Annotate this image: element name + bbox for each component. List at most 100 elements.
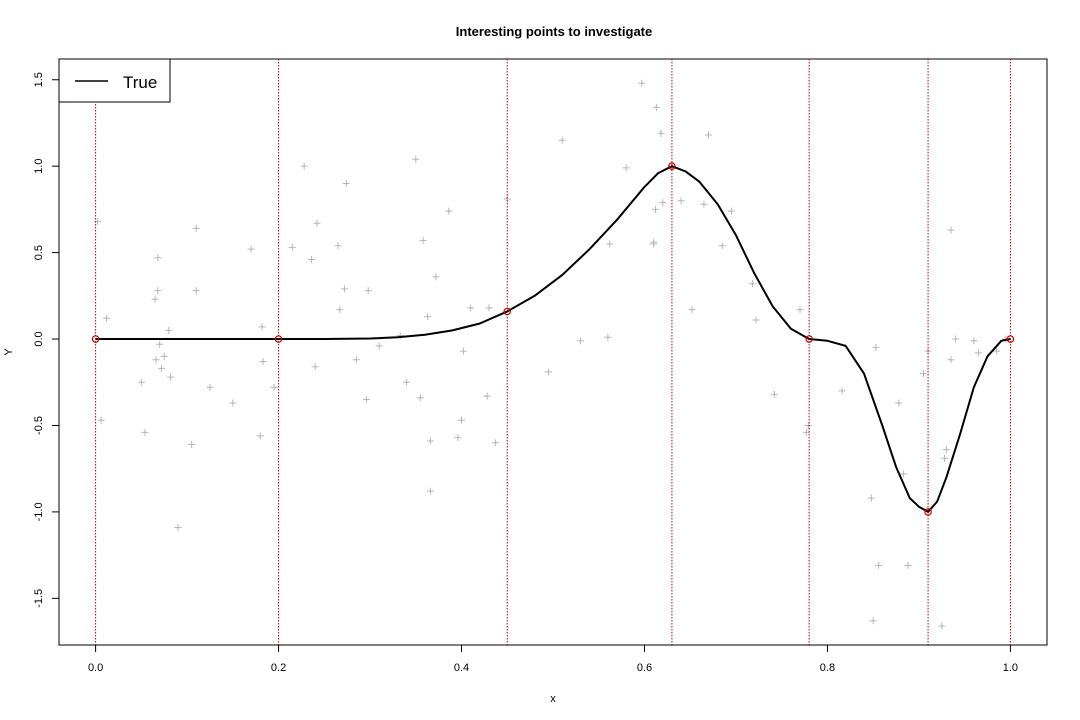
observation-point [247,245,255,253]
y-tick-label: 0.5 [33,245,45,260]
x-tick-label: 0.2 [271,662,286,674]
observation-point [770,390,778,398]
y-tick-label: -0.5 [33,416,45,435]
observation-point [718,242,726,250]
observation-point [311,363,319,371]
observation-point [748,280,756,288]
observation-point [152,356,160,364]
observation-point [700,200,708,208]
observation-point [167,373,175,381]
observation-point [352,356,360,364]
observation-point [467,304,475,312]
interesting-point-marker [274,335,283,343]
observation-point [544,368,552,376]
observation-point [622,164,630,172]
y-tick-label: 1.0 [33,159,45,174]
observation-point [867,494,875,502]
y-tick-label: 0.0 [33,331,45,346]
observation-point [188,440,196,448]
observation-point [872,344,880,352]
observation-points [93,79,1010,630]
observation-point [938,622,946,630]
observation-point [705,131,713,139]
interesting-point-marker [1006,335,1015,343]
y-tick-label: -1.5 [33,589,45,608]
observation-point [154,254,162,262]
observation-point [334,242,342,250]
observation-point [165,326,173,334]
observation-point [688,306,696,314]
legend: True [58,58,171,103]
observation-point [895,399,903,407]
x-tick-label: 0.0 [88,662,103,674]
y-tick-label: 1.5 [33,72,45,87]
observation-point [174,523,182,531]
observation-point [942,446,950,454]
interesting-point-marker [805,335,813,343]
observation-point [485,304,493,312]
observation-point [151,295,159,303]
observation-point [313,219,321,227]
observation-point [904,561,912,569]
observation-point [651,205,659,213]
observation-point [796,306,804,314]
observation-point [458,416,466,424]
observation-point [424,313,432,321]
observation-point [259,358,267,366]
observation-point [419,237,427,245]
observation-point [952,335,960,343]
observation-point [300,162,308,170]
interesting-point-marker [91,335,100,343]
observation-point [375,342,383,350]
observation-point [192,287,200,295]
observation-point [426,487,434,495]
observation-point [454,434,462,442]
observation-point [229,399,237,407]
observation-point [154,287,162,295]
observation-point [652,103,660,111]
observation-point [899,470,907,478]
interesting-point-marker [503,307,512,316]
observation-point [270,383,278,391]
x-tick-label: 0.8 [820,662,835,674]
interesting-point-guides [95,59,1011,645]
observation-point [752,316,760,324]
observation-point [838,387,846,395]
y-axis: -1.5 -1.0 -0.5 0.0 0.5 1.0 1.5 [33,72,60,608]
observation-point [137,378,145,386]
observation-point [970,337,978,345]
observation-point [258,323,266,331]
x-axis: 0.0 0.2 0.4 0.6 0.8 1.0 [88,644,1018,674]
observation-point [340,285,348,293]
observation-point [920,370,927,378]
observation-point [342,179,350,187]
observation-point [336,306,344,314]
observation-point [288,243,296,251]
observation-point [403,378,411,386]
observation-point [875,561,883,569]
observation-point [677,197,685,205]
observation-point [141,428,149,436]
observation-point [638,79,646,87]
interesting-point-marker [668,162,676,170]
observation-point [558,136,566,144]
true-curve-layer [95,165,1011,513]
observation-point [192,224,200,232]
observation-point [445,207,453,215]
observation-point [157,364,165,372]
chart-title: Interesting points to investigate [456,24,652,39]
observation-point [103,314,111,322]
observation-point [459,347,467,355]
observation-point [416,394,424,402]
observation-point [160,352,168,360]
observation-point [993,347,1001,355]
observation-point [606,240,614,248]
x-axis-label: x [550,693,556,705]
observation-point [307,256,315,264]
interesting-point-markers [91,162,1015,516]
observation-point [206,383,214,391]
observation-point [364,287,372,295]
observation-point [362,396,370,404]
observation-point [97,416,105,424]
observation-point [657,129,665,137]
